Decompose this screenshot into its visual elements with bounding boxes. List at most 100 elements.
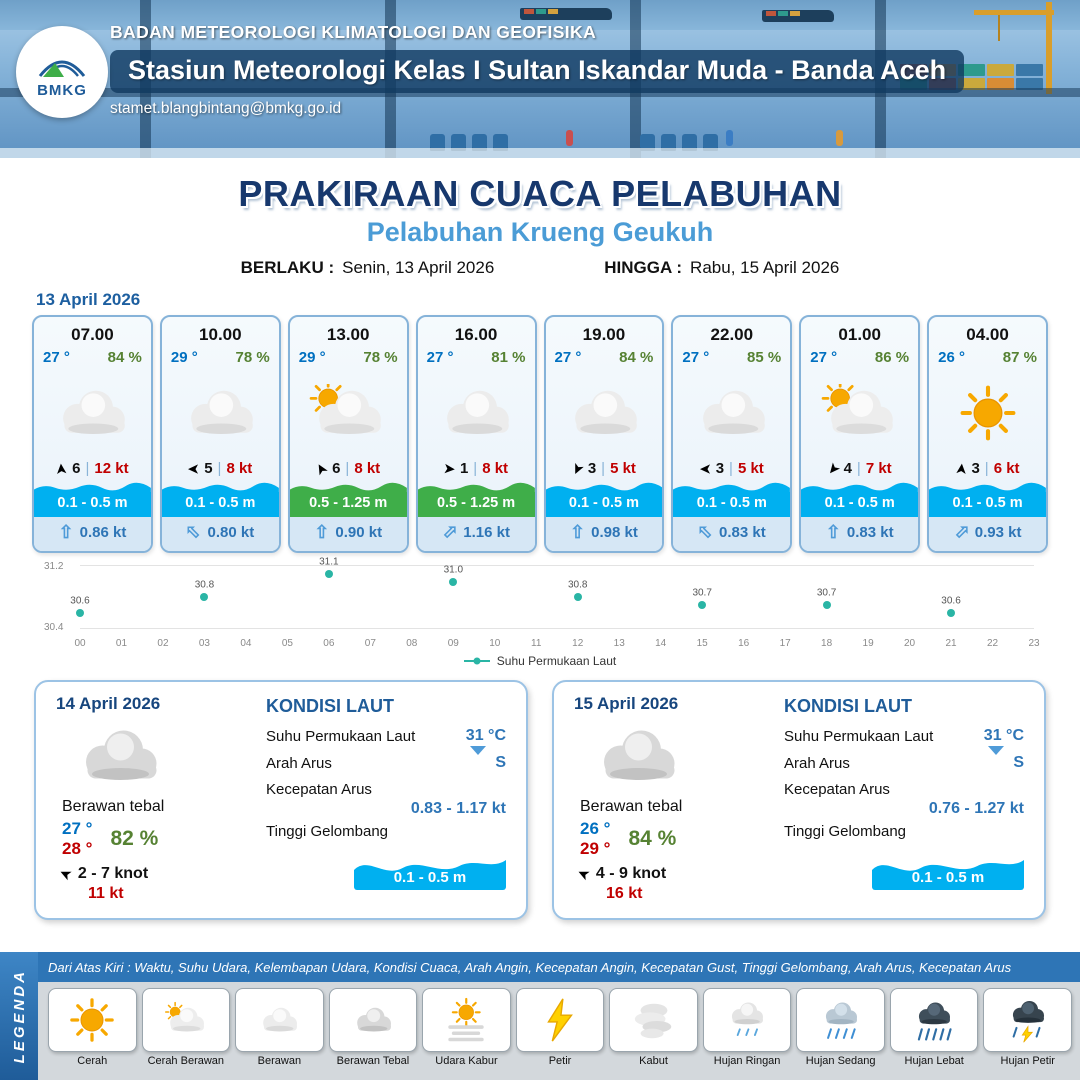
weather-icon xyxy=(574,714,772,798)
wave-height-row: Tinggi Gelombang 0.1 - 0.5 m xyxy=(784,823,1024,890)
current-speed-range: 0.83 - 1.17 kt xyxy=(410,800,506,817)
wind-row: ➤ 6 | 8 kt xyxy=(290,460,407,482)
sst-point-label: 30.6 xyxy=(70,594,90,606)
current-row: ⇧ 0.98 kt xyxy=(545,517,663,551)
wind-direction-icon: ➤ xyxy=(311,460,331,478)
wind-gust: 12 kt xyxy=(94,460,129,477)
x-tick-label: 22 xyxy=(986,638,999,649)
air-temperature: 26 ° xyxy=(938,349,965,366)
separator: | xyxy=(473,460,478,477)
air-temperature: 29 ° xyxy=(298,349,326,366)
wind-gust: 8 kt xyxy=(354,460,381,477)
legend-item: Kabut xyxy=(609,988,698,1080)
x-tick-label: 10 xyxy=(489,638,501,649)
x-tick-label: 19 xyxy=(862,638,874,649)
card-date: 15 April 2026 xyxy=(574,694,679,713)
wave-graphic: 0.1 - 0.5 m xyxy=(354,844,506,890)
x-axis-ticks: 00 01 02 03 04 05 06 07 08 09 10 11 12 13 14 15 16 17 18 19… xyxy=(74,633,1039,649)
wave-height-row: Tinggi Gelombang 0.1 - 0.5 m xyxy=(266,823,506,890)
legend-item: Berawan xyxy=(235,988,324,1080)
wind-speed: 3 xyxy=(971,460,980,477)
ship-icon xyxy=(520,8,612,20)
x-tick-label: 03 xyxy=(198,638,210,649)
wind-gust: 16 kt xyxy=(606,884,643,902)
wind-range: 2 - 7 knot xyxy=(77,864,149,882)
sst-row: Suhu Permukaan Laut 31 °C xyxy=(266,727,506,745)
day-forecast-card: 14 April 2026 Berawan tebal 27 ° 28 ° 82… xyxy=(34,680,528,920)
wave-graphic: 0.1 - 0.5 m xyxy=(872,844,1024,890)
weather-icon xyxy=(418,366,535,460)
sst-point xyxy=(449,577,458,586)
sst-label: Suhu Permukaan Laut xyxy=(266,727,416,745)
station-name: Stasiun Meteorologi Kelas I Sultan Iskan… xyxy=(128,55,947,85)
wind-row: ➤ 3 | 6 kt xyxy=(929,460,1046,482)
x-tick-label: 11 xyxy=(531,638,542,649)
ship-container xyxy=(766,11,776,16)
seat xyxy=(682,134,697,148)
legend-weather-icon xyxy=(702,988,792,1052)
max-temperature: 28 ° xyxy=(62,839,93,859)
x-tick-label: 09 xyxy=(447,638,459,649)
x-tick-label: 15 xyxy=(696,638,708,649)
legend-label: Hujan Petir xyxy=(1000,1055,1055,1067)
legend-label: Udara Kabur xyxy=(435,1055,498,1067)
person-figure xyxy=(566,130,573,146)
seat-row xyxy=(430,134,508,148)
current-speed: 0.83 kt xyxy=(719,524,766,541)
legend-item: Petir xyxy=(515,988,605,1080)
forecast-time: 16.00 xyxy=(454,325,498,344)
current-direction-icon: ⇧ xyxy=(692,519,718,545)
temp-range: 26 ° 29 ° xyxy=(580,819,610,860)
x-tick-label: 02 xyxy=(157,638,169,649)
direction-letter: S xyxy=(1013,754,1024,771)
station-name-bar: Stasiun Meteorologi Kelas I Sultan Iskan… xyxy=(110,50,965,93)
min-temperature: 27 ° xyxy=(62,819,93,838)
sst-point xyxy=(324,569,333,578)
legend-weather-icon xyxy=(235,988,324,1052)
container-block xyxy=(987,64,1014,76)
legend-label: Kabut xyxy=(639,1055,668,1067)
wind-gust: 6 kt xyxy=(993,460,1020,477)
container-block xyxy=(958,64,985,76)
humidity: 78 % xyxy=(235,349,270,366)
current-speed-label: Kecepatan Arus xyxy=(266,781,372,798)
forecast-card: 07.00 27 ° 84 % ➤ 6 | 12 kt 0.1 - 0.5 m … xyxy=(32,315,153,553)
sst-point-label: 30.7 xyxy=(692,587,712,599)
current-speed-row: Kecepatan Arus 0.76 - 1.27 kt xyxy=(784,781,1024,818)
wave-crest-icon xyxy=(929,482,1046,492)
wind-direction-icon: ➤ xyxy=(568,460,587,477)
air-temperature: 27 ° xyxy=(554,349,582,366)
direction-letter: S xyxy=(495,754,506,771)
weather-icon xyxy=(673,366,790,460)
forecast-time: 10.00 xyxy=(199,325,242,344)
current-row: ⇧ 0.83 kt xyxy=(673,517,791,551)
sst-chart-plot: 31.2 30.4 30.6 30.8 31.1 31.0 30.8 30.7 30.7 30… xyxy=(32,556,1048,649)
wave-height: 0.1 - 0.5 m xyxy=(929,492,1046,517)
current-direction-icon: ⇧ xyxy=(314,522,330,542)
max-temperature: 29 ° xyxy=(580,839,611,859)
legend-weather-icon xyxy=(515,988,605,1052)
forecast-card: 13.00 29 ° 78 % ➤ 6 | 8 kt 0.5 - 1.25 m … xyxy=(287,315,409,553)
forecast-card: 10.00 29 ° 78 % ➤ 5 | 8 kt 0.1 - 0.5 m ⇧… xyxy=(159,315,281,553)
wave-height: 0.5 - 1.25 m xyxy=(289,492,407,517)
legend-weather-icon xyxy=(141,988,231,1052)
hourly-forecast-row: 07.00 27 ° 84 % ➤ 6 | 12 kt 0.1 - 0.5 m … xyxy=(32,315,1048,553)
legend-item: Berawan Tebal xyxy=(328,988,418,1080)
forecast-time: 22.00 xyxy=(710,325,754,344)
crane-jib xyxy=(974,10,1054,15)
wind-speed: 5 xyxy=(204,460,213,477)
temp-humidity-row: 29 ° 78 % xyxy=(290,345,407,366)
seat xyxy=(493,134,508,148)
current-direction-icon: ⇧ xyxy=(181,519,207,545)
wind-row: ➤ 2 - 7 knot xyxy=(56,864,254,884)
separator: | xyxy=(601,460,606,477)
sea-conditions: KONDISI LAUT Suhu Permukaan Laut 31 °C A… xyxy=(784,694,1024,904)
header: BMKG BADAN METEOROLOGI KLIMATOLOGI DAN G… xyxy=(0,0,1080,158)
sst-point xyxy=(698,600,707,609)
legend-ribbon: LEGENDA xyxy=(0,952,38,1080)
sst-point-label: 30.8 xyxy=(194,579,215,591)
wave-height: 0.1 - 0.5 m xyxy=(161,492,279,517)
condition-text: Berawan tebal xyxy=(580,798,683,815)
wind-direction-icon: ➤ xyxy=(952,462,969,475)
berlaku-value: Senin, 13 April 2026 xyxy=(342,258,495,277)
